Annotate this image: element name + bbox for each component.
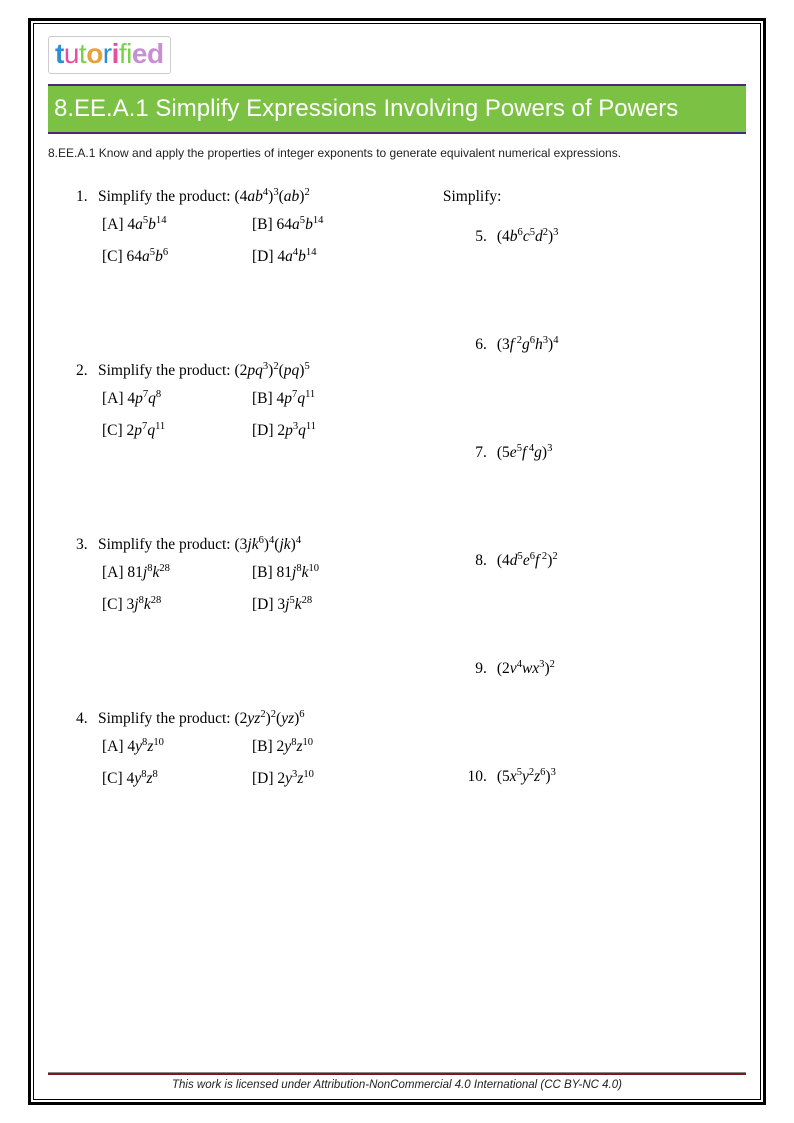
question-number: 3.: [76, 536, 98, 554]
question-prompt: Simplify the product:: [98, 536, 234, 553]
question-5: 5.(4b6c5d2)3: [439, 228, 746, 246]
question-number: 4.: [76, 710, 98, 728]
question-6: 6.(3f 2g6h3)4: [439, 336, 746, 354]
option-c: [C] 3j8k28: [102, 596, 252, 614]
question-number: 2.: [76, 362, 98, 380]
option-d: [D] 2y3z10: [252, 770, 402, 788]
option-b: [B] 2y8z10: [252, 738, 402, 756]
option-a: [A] 4y8z10: [102, 738, 252, 756]
option-b: [B] 81j8k10: [252, 564, 402, 582]
question-10: 10.(5x5y2z6)3: [439, 768, 746, 786]
question-7: 7.(5e5f 4g)3: [439, 444, 746, 462]
option-d: [D] 2p3q11: [252, 422, 402, 440]
banner-title: 8.EE.A.1 Simplify Expressions Involving …: [48, 84, 746, 134]
inner-frame: tutorified 8.EE.A.1 Simplify Expressions…: [33, 23, 761, 1100]
logo-letter: i: [112, 38, 119, 69]
option-a: [A] 4a5b14: [102, 216, 252, 234]
footer-text: This work is licensed under Attribution-…: [48, 1075, 746, 1093]
question-prompt: Simplify the product:: [98, 188, 234, 205]
option-a: [A] 81j8k28: [102, 564, 252, 582]
question-4: 4.Simplify the product: (2yz2)2(yz)6 [A]…: [76, 710, 439, 788]
option-c: [C] 64a5b6: [102, 248, 252, 266]
question-expression: (4ab4)3(ab)2: [234, 188, 309, 205]
logo-letter: fi: [119, 38, 132, 69]
option-b: [B] 4p7q11: [252, 390, 402, 408]
logo-letter: u: [64, 38, 79, 69]
option-c: [C] 4y8z8: [102, 770, 252, 788]
title-banner: 8.EE.A.1 Simplify Expressions Involving …: [48, 84, 746, 134]
question-expression: (2yz2)2(yz)6: [234, 710, 304, 727]
option-a: [A] 4p7q8: [102, 390, 252, 408]
content-area: 1.Simplify the product: (4ab4)3(ab)2 [A]…: [48, 160, 746, 1068]
option-c: [C] 2p7q11: [102, 422, 252, 440]
option-b: [B] 64a5b14: [252, 216, 402, 234]
logo-letter: ed: [132, 38, 164, 69]
question-2: 2.Simplify the product: (2pq3)2(pq)5 [A]…: [76, 362, 439, 440]
question-prompt: Simplify the product:: [98, 362, 234, 379]
logo-letter: r: [103, 38, 112, 69]
question-1: 1.Simplify the product: (4ab4)3(ab)2 [A]…: [76, 188, 439, 266]
logo: tutorified: [48, 36, 746, 74]
simplify-heading: Simplify:: [439, 188, 746, 206]
question-number: 1.: [76, 188, 98, 206]
question-prompt: Simplify the product:: [98, 710, 234, 727]
right-column: Simplify: 5.(4b6c5d2)3 6.(3f 2g6h3)4 7.(…: [439, 188, 746, 1068]
option-d: [D] 3j5k28: [252, 596, 402, 614]
question-expression: (3jk6)4(jk)4: [234, 536, 301, 553]
question-3: 3.Simplify the product: (3jk6)4(jk)4 [A]…: [76, 536, 439, 614]
left-column: 1.Simplify the product: (4ab4)3(ab)2 [A]…: [48, 188, 439, 1068]
question-9: 9.(2v4wx3)2: [439, 660, 746, 678]
question-8: 8.(4d5e6f 2)2: [439, 552, 746, 570]
question-expression: (2pq3)2(pq)5: [234, 362, 309, 379]
logo-letter: t: [55, 38, 64, 69]
outer-frame: tutorified 8.EE.A.1 Simplify Expressions…: [28, 18, 766, 1105]
option-d: [D] 4a4b14: [252, 248, 402, 266]
logo-letter: o: [86, 38, 103, 69]
standard-text: 8.EE.A.1 Know and apply the properties o…: [48, 146, 746, 160]
